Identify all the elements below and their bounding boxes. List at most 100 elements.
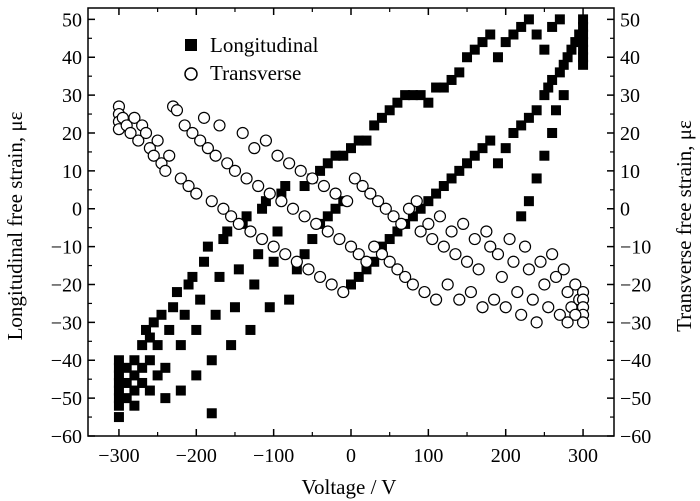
longitudinal-point [160,393,171,404]
longitudinal-point [164,324,175,335]
y-axis-title-left: Longitudinal free strain, με [3,111,27,340]
y-tick-label-right: −60 [620,426,651,448]
longitudinal-point [307,234,318,245]
longitudinal-point [322,158,333,169]
transverse-point [139,126,153,140]
transverse-point [429,293,443,306]
longitudinal-point [485,135,496,146]
longitudinal-point [454,165,465,176]
transverse-point [267,240,280,253]
transverse-point [360,255,373,268]
longitudinal-point [578,52,589,63]
transverse-point [534,255,547,268]
longitudinal-point [129,355,140,366]
y-tick-label-left: 50 [62,9,82,31]
transverse-point [426,232,439,246]
transverse-point [205,195,218,208]
longitudinal-point [214,271,225,282]
transverse-point [364,187,377,200]
longitudinal-point [454,67,465,78]
transverse-point [159,164,172,177]
longitudinal-point [392,226,403,237]
longitudinal-point [384,234,395,245]
transverse-point [553,308,566,321]
transverse-point [410,195,423,208]
y-tick-label-left: 30 [62,85,82,107]
transverse-point [313,270,327,284]
transverse-point [194,134,207,147]
y-tick-label-left: 40 [62,47,82,69]
transverse-point [522,263,536,276]
longitudinal-point [547,74,558,85]
longitudinal-point [562,52,573,63]
y-tick-label-right: −20 [620,274,651,296]
longitudinal-point [415,203,426,214]
transverse-point [321,225,334,238]
y-tick-label-right: 50 [620,9,640,31]
longitudinal-point [284,294,295,305]
y-tick-label-left: −40 [51,350,82,372]
longitudinal-point [210,309,221,320]
longitudinal-point [415,90,426,101]
transverse-point [147,149,160,162]
transverse-point [178,119,191,132]
longitudinal-point [462,52,473,63]
legend-marker-transverse [184,67,198,81]
longitudinal-point [144,385,155,396]
transverse-point [441,278,454,291]
transverse-point [561,285,574,299]
transverse-point [182,179,195,193]
x-tick-label: 200 [491,445,521,467]
transverse-point [395,217,408,230]
longitudinal-point [547,127,558,138]
transverse-point [344,240,358,253]
longitudinal-point [121,377,132,388]
longitudinal-point [129,400,140,411]
longitudinal-point [121,393,132,404]
transverse-point [414,225,427,238]
transverse-point [201,142,214,155]
transverse-point [491,248,505,261]
transverse-point [317,179,331,193]
y-tick-label-left: 10 [62,161,82,183]
longitudinal-point [315,165,326,176]
longitudinal-point [160,362,171,373]
legend: Longitudinal Transverse [184,33,319,85]
longitudinal-point [578,44,589,55]
longitudinal-point [353,135,364,146]
transverse-point [356,179,369,193]
x-axis-title: Voltage / V [302,475,397,499]
longitudinal-point [446,74,457,85]
y-tick-label-right: 0 [620,199,630,221]
longitudinal-point [516,211,527,222]
longitudinal-point [299,181,310,192]
longitudinal-point [113,362,124,373]
legend-label-transverse: Transverse [210,61,301,85]
y-tick-label-left: 20 [62,123,82,145]
longitudinal-point [369,120,380,131]
transverse-point [259,134,273,147]
transverse-point [476,301,489,314]
longitudinal-point [264,302,275,313]
transverse-point [576,316,590,329]
longitudinal-point [376,112,387,123]
longitudinal-point [152,370,163,381]
transverse-point [186,126,199,140]
transverse-point [495,270,508,284]
y-tick-label-right: 10 [620,161,640,183]
data-layer [112,14,590,423]
longitudinal-point [144,355,155,366]
longitudinal-point [233,264,244,275]
transverse-point [460,255,474,268]
transverse-point [240,172,253,185]
transverse-point [248,142,261,155]
y-tick-label-right: −40 [620,350,651,372]
longitudinal-point [245,324,256,335]
longitudinal-point [570,37,581,48]
longitudinal-point [543,82,554,93]
transverse-point [406,278,419,291]
longitudinal-point [222,226,233,237]
longitudinal-point [113,412,124,423]
longitudinal-point [171,287,182,298]
longitudinal-point [407,211,418,222]
